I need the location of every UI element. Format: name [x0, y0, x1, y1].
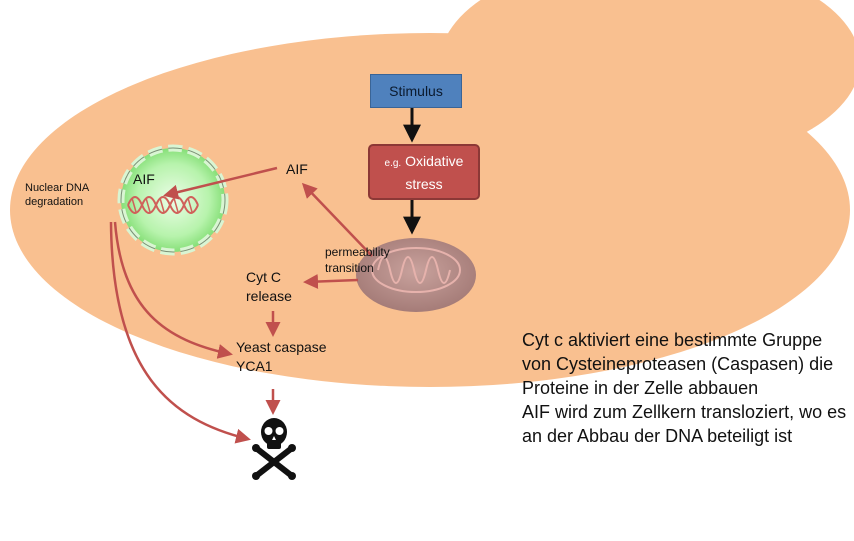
nucleus-aif-label: AIF	[133, 171, 155, 187]
caspase-label-line2: YCA1	[236, 358, 273, 374]
skull-crossbones-icon	[252, 418, 296, 480]
aif-label: AIF	[286, 161, 308, 177]
nuclear-dna-label-line2: degradation	[25, 196, 84, 208]
permeability-label-line2: transition	[325, 261, 374, 275]
cell-body	[10, 33, 850, 387]
arrow-mito-to-aif	[301, 182, 373, 257]
dna-helix-icon	[127, 196, 199, 214]
arrow-nucleus-to-caspase	[113, 221, 233, 359]
cytc-label-line1: Cyt C	[246, 269, 281, 285]
nucleus	[117, 144, 229, 256]
cytc-label-line2: release	[246, 288, 292, 304]
arrow-aif-to-nucleus	[163, 166, 278, 200]
stimulus-box: Stimulus	[370, 74, 462, 108]
nuclear-dna-label-line1: Nuclear DNA	[25, 182, 90, 194]
explanation-text: Cyt c aktiviert eine bestimmte Gruppe vo…	[522, 328, 852, 448]
caspase-label-line1: Yeast caspase	[236, 339, 327, 355]
arrow-nucleus-to-death	[109, 221, 251, 444]
stress-label-line2: stress	[405, 175, 443, 192]
mitochondrion	[356, 238, 476, 312]
explanation-paragraph-cytc: Cyt c aktiviert eine bestimmte Gruppe vo…	[522, 330, 834, 398]
arrow-mito-to-cytc	[303, 274, 359, 290]
yeast-cell	[10, 0, 854, 387]
oxidative-stress-box: e.g. Oxidative stress	[368, 144, 480, 200]
stress-label-line1: Oxidative	[405, 152, 464, 169]
explanation-paragraph-aif: AIF wird zum Zellkern transloziert, wo e…	[522, 402, 847, 446]
permeability-label-line1: permeability	[325, 245, 390, 259]
stress-prefix: e.g.	[384, 157, 402, 169]
